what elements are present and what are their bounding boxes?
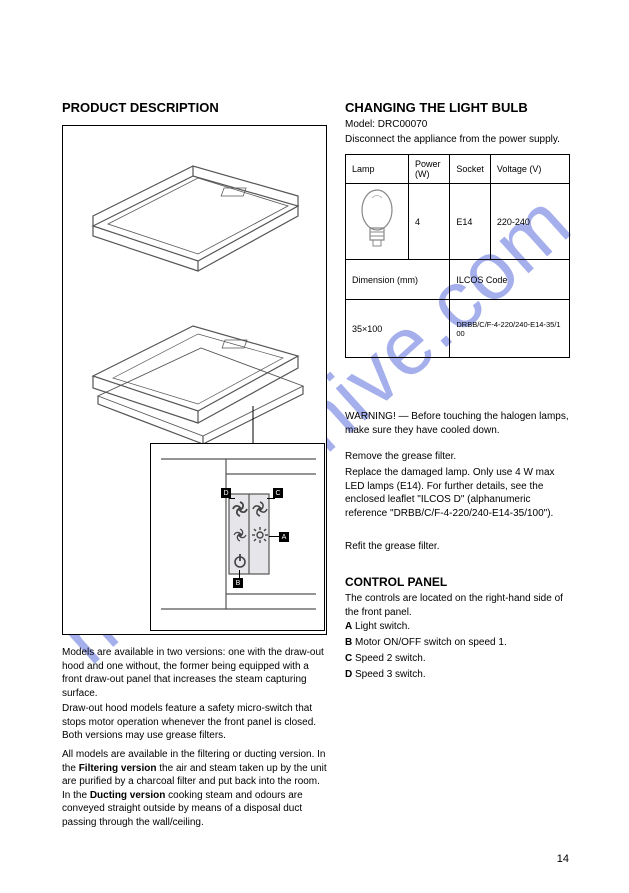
hood-top-illustration (73, 136, 313, 276)
controls-desc: The controls are located on the right-ha… (345, 592, 570, 619)
bulb-step1: Remove the grease filter. (345, 450, 570, 464)
ctrl-a-text: Light switch. (355, 621, 410, 632)
fan-speed2-icon (251, 500, 269, 518)
callout-d: D (221, 488, 231, 498)
th-dim: Dimension (mm) (346, 260, 450, 300)
td-ilcos: DRBB/C/F-4-220/240-E14-35/100 (450, 300, 570, 358)
bulb-step2: Replace the damaged lamp. Only use 4 W m… (345, 466, 570, 520)
ctrl-a-label: A (345, 621, 352, 632)
callout-a: A (279, 532, 289, 542)
bulb-model-text: Model: DRC00070 (345, 118, 570, 132)
th-power: Power (W) (409, 155, 450, 184)
heading-control-panel: CONTROL PANEL (345, 575, 447, 589)
bulb-icon (352, 188, 402, 253)
ctrl-c-text: Speed 2 switch. (355, 653, 426, 664)
control-panel-zoom: D C A B (150, 443, 325, 631)
th-ilcos: ILCOS Code (450, 260, 570, 300)
td-bulb-img (346, 184, 409, 260)
heading-change-bulb: CHANGING THE LIGHT BULB (345, 100, 528, 115)
hood-drawout-illustration (73, 296, 313, 456)
light-icon (251, 526, 269, 544)
callout-c: C (273, 488, 283, 498)
td-voltage: 220-240 (490, 184, 569, 260)
bulb-warn2: WARNING! — Before touching the halogen l… (345, 410, 570, 437)
th-voltage: Voltage (V) (490, 155, 569, 184)
bulb-step3: Refit the grease filter. (345, 540, 570, 554)
td-dim: 35×100 (346, 300, 450, 358)
ctrl-c-label: C (345, 653, 352, 664)
td-power: 4 (409, 184, 450, 260)
bulb-spec-table: Lamp Power (W) Socket Voltage (V) 4 E14 … (345, 154, 570, 358)
ctrl-d-label: D (345, 669, 352, 680)
callout-b: B (233, 578, 243, 588)
intro-text-5-bold: Ducting version (90, 790, 166, 801)
ctrl-b-text: Motor ON/OFF switch on speed 1. (355, 637, 507, 648)
ctrl-b-label: B (345, 637, 352, 648)
th-lamp: Lamp (346, 155, 409, 184)
bulb-warn1: Disconnect the appliance from the power … (345, 133, 570, 147)
intro-text-1: Models are available in two versions: on… (62, 646, 327, 700)
th-socket: Socket (450, 155, 491, 184)
td-socket: E14 (450, 184, 491, 260)
power-off-icon (231, 552, 249, 570)
intro-text-2: Draw-out hood models feature a safety mi… (62, 702, 327, 743)
fan-speed1-icon (231, 526, 249, 544)
ctrl-d-text: Speed 3 switch. (355, 669, 426, 680)
intro-text-4-bold: Filtering version (79, 763, 157, 774)
fan-speed3-icon (231, 500, 249, 518)
page-number: 14 (557, 853, 569, 865)
heading-product-description: PRODUCT DESCRIPTION (62, 100, 219, 115)
